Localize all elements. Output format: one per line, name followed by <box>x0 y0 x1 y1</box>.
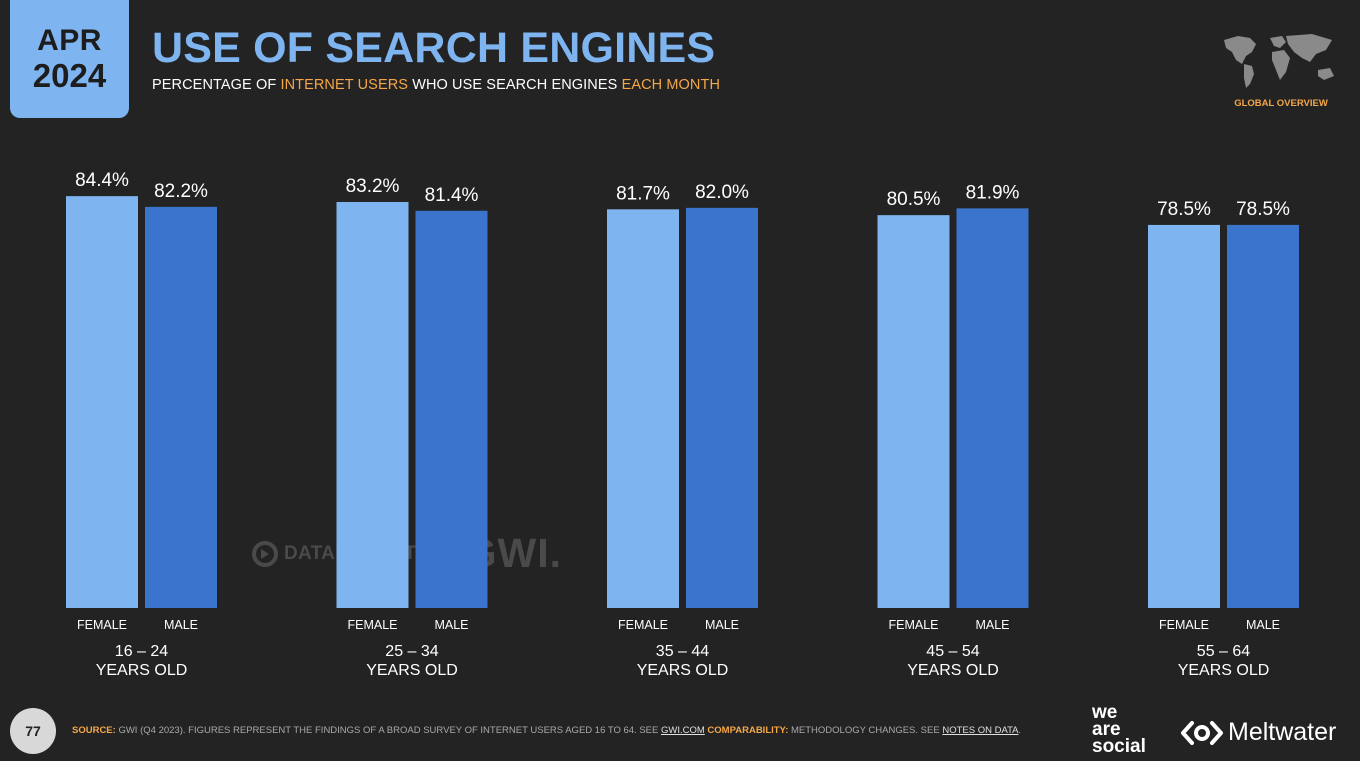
data-label: 81.9% <box>966 182 1020 203</box>
logo-are: are <box>1092 719 1121 741</box>
data-label: 81.7% <box>616 183 670 204</box>
series-tick-label: FEMALE <box>77 618 127 632</box>
badge-month: APR <box>37 24 102 57</box>
bar-female-2 <box>607 209 679 608</box>
series-tick-label: MALE <box>164 618 198 632</box>
category-tick-label: 25 – 34 <box>385 643 438 660</box>
category-tick-label: YEARS OLD <box>1178 662 1270 679</box>
series-tick-label: MALE <box>705 618 739 632</box>
badge-year: 2024 <box>32 57 107 94</box>
bar-male-1 <box>415 210 488 608</box>
category-tick-label: 16 – 24 <box>115 643 168 660</box>
footer-end: . <box>1018 725 1022 736</box>
category-tick-label: 45 – 54 <box>926 643 979 660</box>
gwi-link[interactable]: GWI.COM <box>660 725 705 736</box>
data-label: 78.5% <box>1236 199 1290 220</box>
bar-male-0 <box>145 206 217 608</box>
data-label: 83.2% <box>346 176 400 197</box>
logo-we: we <box>1092 702 1118 723</box>
meltwater-icon <box>1181 720 1223 745</box>
bar-female-0 <box>66 196 138 608</box>
comparability-label: COMPARABILITY: <box>704 725 789 736</box>
series-tick-label: FEMALE <box>347 618 397 632</box>
data-label: 81.4% <box>425 185 479 206</box>
series-tick-label: MALE <box>434 618 468 632</box>
bar-male-4 <box>1227 224 1299 609</box>
bar-female-4 <box>1148 224 1220 609</box>
subtitle-highlight-each-month: EACH MONTH <box>621 77 721 93</box>
series-tick-label: FEMALE <box>1159 618 1209 632</box>
region-label: GLOBAL OVERVIEW <box>1234 98 1328 109</box>
bar-female-1 <box>336 201 409 608</box>
category-tick-label: 35 – 44 <box>656 643 709 660</box>
source-text: GWI (Q4 2023). FIGURES REPRESENT THE FIN… <box>115 725 661 736</box>
data-label: 82.2% <box>154 181 208 202</box>
source-label: SOURCE: <box>72 725 116 736</box>
comparability-text: METHODOLOGY CHANGES. SEE <box>788 725 943 736</box>
world-map-icon <box>1224 34 1334 88</box>
data-label: 78.5% <box>1157 199 1211 220</box>
category-tick-label: YEARS OLD <box>366 662 458 679</box>
bar-male-3 <box>956 208 1029 608</box>
page-title: USE OF SEARCH ENGINES <box>152 24 716 72</box>
data-label: 80.5% <box>887 189 941 210</box>
subtitle: PERCENTAGE OF INTERNET USERS WHO USE SEA… <box>152 77 720 93</box>
category-tick-label: 55 – 64 <box>1197 643 1250 660</box>
date-badge: APR 2024 <box>10 0 129 118</box>
category-tick-label: YEARS OLD <box>907 662 999 679</box>
we-are-social-logo: we are social <box>1092 702 1146 758</box>
series-tick-label: MALE <box>1246 618 1280 632</box>
series-tick-label: FEMALE <box>888 618 938 632</box>
logo-meltwater-text: Meltwater <box>1228 718 1337 746</box>
subtitle-highlight-internet-users: INTERNET USERS <box>280 77 409 93</box>
footer-source: SOURCE: GWI (Q4 2023). FIGURES REPRESENT… <box>72 725 1021 736</box>
bar-male-2 <box>686 207 758 608</box>
logo-social: social <box>1092 736 1146 758</box>
subtitle-part2: WHO USE SEARCH ENGINES <box>408 77 622 93</box>
data-label: 82.0% <box>695 182 749 203</box>
bar-female-3 <box>877 215 950 608</box>
page-number: 77 <box>10 708 56 754</box>
subtitle-part1: PERCENTAGE OF <box>152 77 281 93</box>
series-tick-label: MALE <box>975 618 1009 632</box>
notes-on-data-link[interactable]: NOTES ON DATA <box>942 725 1019 736</box>
datareportal-logo-icon <box>252 540 278 567</box>
category-tick-label: YEARS OLD <box>637 662 729 679</box>
data-label: 84.4% <box>75 170 129 191</box>
bar-chart: 84.4% FEMALE 82.2% MALE 16 – 24 YEARS OLD 83.2… <box>66 170 1299 679</box>
series-tick-label: FEMALE <box>618 618 668 632</box>
category-tick-label: YEARS OLD <box>96 662 188 679</box>
meltwater-logo: Meltwater <box>1180 718 1336 747</box>
